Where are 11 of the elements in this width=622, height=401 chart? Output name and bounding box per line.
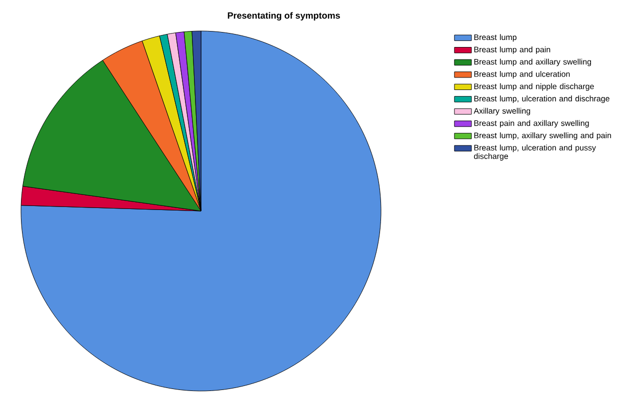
legend-label: Breast lump — [474, 34, 516, 42]
legend-label: Breast lump and axillary swelling — [474, 58, 591, 66]
chart-title: Presentating of symptoms — [228, 12, 340, 20]
legend-label: Axillary swelling — [474, 108, 530, 116]
legend-label: Breast lump and nipple discharge — [474, 83, 594, 91]
legend-label: Breast lump and pain — [474, 46, 550, 54]
legend-label: Breast pain and axillary swelling — [474, 120, 589, 128]
legend-label: Breast lump and ulceration — [474, 71, 570, 78]
legend-label: Breast lump, axillary swelling and pain — [474, 132, 611, 140]
legend-label: Breast lump, ulceration and pussy discharge — [474, 144, 596, 161]
legend-label: Breast lump, ulceration and dischrage — [474, 96, 610, 103]
